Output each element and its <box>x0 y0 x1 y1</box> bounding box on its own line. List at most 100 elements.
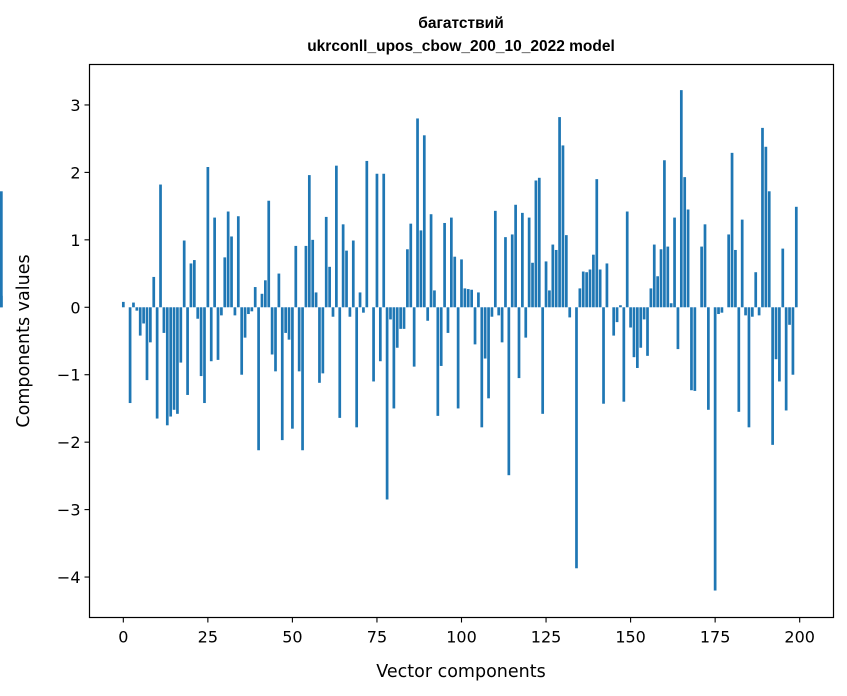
bar-143 <box>605 263 609 308</box>
bar-87 <box>416 118 419 308</box>
bar-41 <box>260 293 264 308</box>
x-tick-label: 125 <box>531 628 562 647</box>
bar-161 <box>666 246 670 308</box>
bar-150 <box>629 307 632 328</box>
bar-167 <box>686 209 690 308</box>
y-tick-label: −1 <box>57 366 81 385</box>
bar-184 <box>744 307 747 316</box>
bar-98 <box>453 256 457 308</box>
bar-179 <box>727 234 731 308</box>
bar-70 <box>358 292 362 308</box>
bar-196 <box>784 307 788 411</box>
bar-61 <box>328 266 331 308</box>
bar-151 <box>632 307 636 358</box>
bar-3 <box>132 302 135 308</box>
y-tick-label: 2 <box>70 163 80 182</box>
bar-91 <box>429 214 433 308</box>
bar-106 <box>480 307 484 428</box>
bar-162 <box>669 303 673 308</box>
bar-137 <box>585 272 588 308</box>
y-tick-label: 3 <box>70 96 80 115</box>
bar-11 <box>159 184 162 308</box>
bar-51 <box>294 245 298 308</box>
bar-109 <box>490 307 494 317</box>
bar-104 <box>473 307 477 345</box>
bar-84 <box>406 249 409 308</box>
bar-6 <box>142 307 145 324</box>
bar-149 <box>625 211 629 308</box>
y-axis: −4 −3 −2 −1 0 1 2 3 <box>57 96 90 587</box>
bar-26 <box>209 307 213 362</box>
bar-156 <box>649 288 653 308</box>
x-axis-label: Vector components <box>376 662 545 682</box>
bar-77 <box>382 173 386 308</box>
chart-title-line1: багатствий <box>418 15 503 32</box>
bar-157 <box>652 244 656 308</box>
bar-115 <box>510 234 514 308</box>
bar-134 <box>575 307 578 569</box>
bar-152 <box>636 307 639 368</box>
bar-66 <box>345 250 348 308</box>
bar-94 <box>439 307 443 366</box>
bar-110 <box>493 210 497 308</box>
bar-107 <box>483 307 487 359</box>
bar-185 <box>747 307 751 428</box>
bar-193 <box>774 307 778 360</box>
bar-153 <box>639 307 643 348</box>
bar-20 <box>189 263 193 308</box>
x-tick-label: 25 <box>198 628 218 647</box>
bar-13 <box>165 307 169 426</box>
bar-32 <box>230 236 233 308</box>
bar-186 <box>750 307 754 317</box>
bar-101 <box>463 288 467 308</box>
x-axis: 0 25 50 75 100 125 150 175 200 <box>118 617 815 647</box>
bar-49 <box>287 307 291 340</box>
bar-187 <box>754 272 758 308</box>
bar-25 <box>206 167 210 308</box>
bar-40 <box>257 307 260 451</box>
bar-90 <box>426 307 430 321</box>
bar-36 <box>243 307 247 338</box>
bar-45 <box>274 307 277 372</box>
y-tick-label: −2 <box>57 433 81 452</box>
bar-140 <box>595 179 599 308</box>
bar-139 <box>592 254 595 308</box>
bar-60 <box>324 216 328 308</box>
bar-112 <box>500 307 504 343</box>
bar-116 <box>514 204 517 308</box>
bar-95 <box>443 222 446 308</box>
bar-2 <box>128 307 132 404</box>
x-tick-label: 50 <box>282 628 302 647</box>
bar-125 <box>544 261 548 308</box>
bar-55 <box>307 175 311 308</box>
bar-19 <box>186 307 189 395</box>
bar-132 <box>568 307 572 318</box>
bar-189 <box>761 127 764 308</box>
bar-122 <box>534 180 538 308</box>
bar-24 <box>203 307 206 404</box>
bar-38 <box>250 307 254 312</box>
bar-158 <box>656 276 659 308</box>
bar-58 <box>318 307 321 383</box>
bar-53 <box>301 307 304 451</box>
bar-56 <box>311 239 315 308</box>
bar-180 <box>730 152 734 308</box>
bar-126 <box>548 290 551 308</box>
bar-4 <box>135 307 139 311</box>
bar-142 <box>602 307 605 404</box>
bar-124 <box>541 307 545 414</box>
bar-74 <box>372 307 375 382</box>
bar-50 <box>291 307 294 429</box>
bar-191 <box>767 191 771 308</box>
bar-100 <box>460 259 463 308</box>
bar-114 <box>507 307 511 476</box>
bar-81 <box>395 307 399 348</box>
x-tick-label: 200 <box>784 628 815 647</box>
bar-23 <box>199 307 203 377</box>
bar-160 <box>663 160 666 308</box>
bar-64 <box>338 307 342 418</box>
bar-130 <box>561 145 565 308</box>
bar-199 <box>794 206 798 308</box>
bar-188 <box>757 307 761 316</box>
bar-62 <box>331 307 335 317</box>
